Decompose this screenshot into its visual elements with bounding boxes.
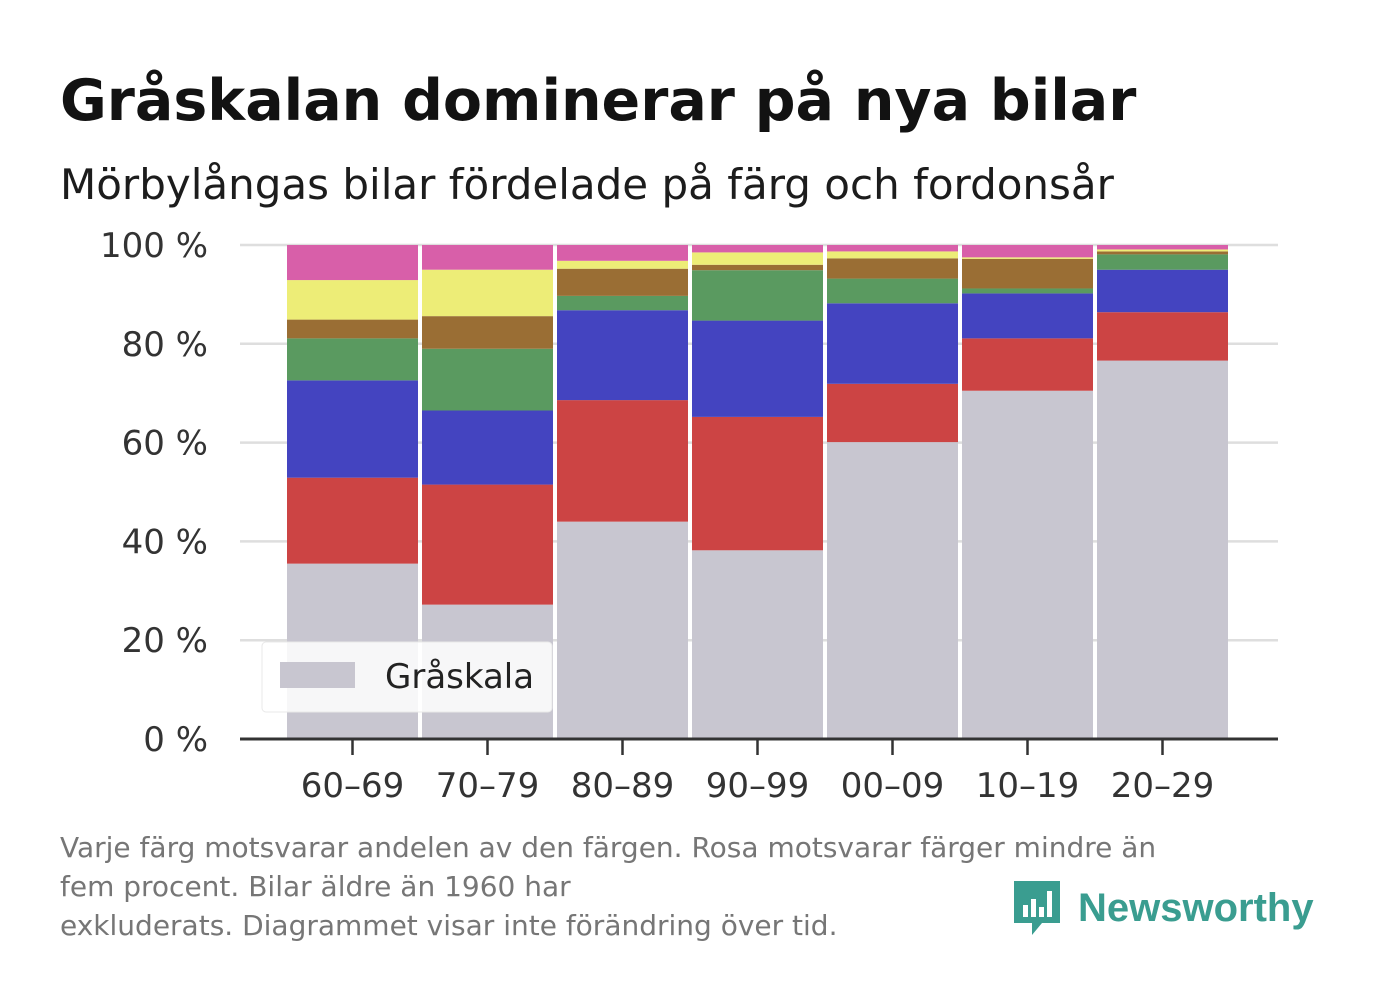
y-tick-label: 40 %	[122, 522, 208, 562]
bar-segment	[422, 484, 553, 605]
bar-segment	[962, 258, 1093, 289]
y-tick-labels: 0 % 20 % 40 % 60 % 80 % 100 %	[100, 226, 208, 760]
bar-segment	[557, 245, 688, 261]
bar-segment	[1097, 360, 1228, 739]
bar-segment	[1097, 249, 1228, 252]
bar-segment	[557, 268, 688, 296]
x-tick-label: 80–89	[571, 766, 675, 806]
footnote-line-2: fem procent. Bilar äldre än 1960 har	[60, 870, 571, 903]
bar-segment	[962, 257, 1093, 259]
bar-segment	[287, 338, 418, 381]
footnote: Varje färg motsvarar andelen av den färg…	[60, 828, 1300, 945]
newsworthy-logo: Newsworthy	[1010, 876, 1314, 940]
bar-segment	[692, 245, 823, 253]
bar-segment	[962, 293, 1093, 339]
y-tick-label: 100 %	[100, 226, 208, 266]
bar-segment	[827, 383, 958, 443]
bar-segment	[827, 251, 958, 259]
x-axis	[240, 737, 1278, 755]
bar-segment	[692, 320, 823, 417]
bar-segment	[962, 288, 1093, 294]
bar-segment	[962, 390, 1093, 739]
footnote-line-1: Varje färg motsvarar andelen av den färg…	[60, 831, 1157, 864]
bar-segment	[557, 310, 688, 401]
x-tick-label: 00–09	[841, 766, 945, 806]
bar-segment	[422, 245, 553, 270]
chart-title: Gråskalan dominerar på nya bilar	[60, 68, 1137, 134]
x-tick-label: 10–19	[976, 766, 1080, 806]
x-tick-label: 70–79	[436, 766, 540, 806]
bar-segment	[287, 319, 418, 339]
bar-segment	[1097, 312, 1228, 361]
bar-segment	[287, 245, 418, 281]
bar-segment	[1097, 251, 1228, 255]
bar-segment	[692, 416, 823, 551]
legend-label-graskala: Gråskala	[385, 657, 534, 697]
footnote-line-3: exkluderats. Diagrammet visar inte förän…	[60, 909, 838, 942]
bar-segment	[422, 410, 553, 485]
bar-segment	[692, 550, 823, 739]
bar-segment	[557, 260, 688, 269]
bar-chart-speech-bubble-icon	[1014, 881, 1060, 935]
bar-segment	[827, 258, 958, 279]
chart-subtitle: Mörbylångas bilar fördelade på färg och …	[60, 160, 1114, 209]
y-tick-label: 20 %	[122, 621, 208, 661]
legend: Gråskala	[261, 641, 553, 713]
bar-segment	[557, 295, 688, 311]
bar-segment	[962, 338, 1093, 391]
bar-segment	[827, 278, 958, 304]
bar-segment	[287, 280, 418, 320]
bar-segment	[692, 252, 823, 265]
bar-segment	[287, 380, 418, 478]
bar-segment	[1097, 254, 1228, 270]
bar-segment	[1097, 245, 1228, 250]
x-tick-label: 90–99	[706, 766, 810, 806]
x-tick-labels: 60–69 70–79 80–89 90–99 00–09 10–19 20–29	[301, 766, 1215, 806]
bar-segment	[1097, 269, 1228, 313]
x-tick-label: 60–69	[301, 766, 405, 806]
y-tick-label: 60 %	[122, 424, 208, 464]
bar-segment	[827, 303, 958, 384]
stacked-bar-chart: 0 % 20 % 40 % 60 % 80 % 100 % 60–69 70–79 80–89…	[100, 226, 1278, 806]
legend-swatch-graskala	[280, 662, 355, 688]
bar-segment	[827, 442, 958, 739]
bar-segment	[422, 269, 553, 317]
bar-segment	[557, 400, 688, 522]
bar-segment	[422, 316, 553, 349]
y-tick-label: 80 %	[122, 325, 208, 365]
y-tick-label: 0 %	[143, 720, 208, 760]
bar-segment	[827, 245, 958, 252]
bar-segment	[692, 264, 823, 271]
bar-segment	[962, 245, 1093, 258]
brand-name: Newsworthy	[1078, 885, 1314, 930]
bar-segment	[692, 270, 823, 321]
bar-segment	[287, 477, 418, 564]
bar-segment	[422, 348, 553, 411]
bar-segment	[557, 521, 688, 739]
x-tick-label: 20–29	[1111, 766, 1215, 806]
